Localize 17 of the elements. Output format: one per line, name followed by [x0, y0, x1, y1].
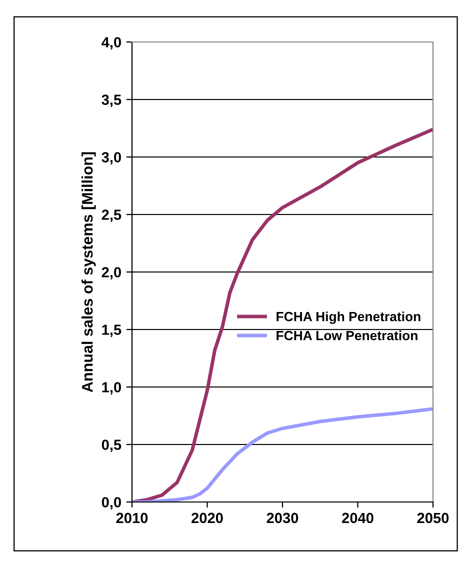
legend-label: FCHA High Penetration	[276, 312, 420, 324]
y-axis-title: Annual sales of systems [Million]	[82, 152, 96, 392]
y-tick-label: 0,5	[102, 440, 122, 452]
y-tick-label: 1,5	[102, 324, 122, 338]
x-tick-label: 2030	[266, 512, 298, 524]
x-tick-label: 2020	[192, 512, 223, 524]
y-tick-label: 0,0	[102, 497, 121, 510]
x-tick-label: 2040	[342, 512, 374, 524]
y-tick-label: 4,0	[102, 37, 121, 50]
x-tick-label: 2050	[417, 512, 449, 524]
y-tick-label: 1,0	[102, 382, 121, 395]
y-tick-label: 3,5	[102, 94, 122, 108]
y-tick-label: 2,5	[102, 210, 122, 222]
y-tick-label: 2,0	[102, 267, 121, 280]
legend-label: FCHA Low Penetration	[276, 330, 418, 340]
y-tick-label: 3,0	[102, 152, 121, 165]
x-tick-label: 2010	[116, 512, 148, 524]
